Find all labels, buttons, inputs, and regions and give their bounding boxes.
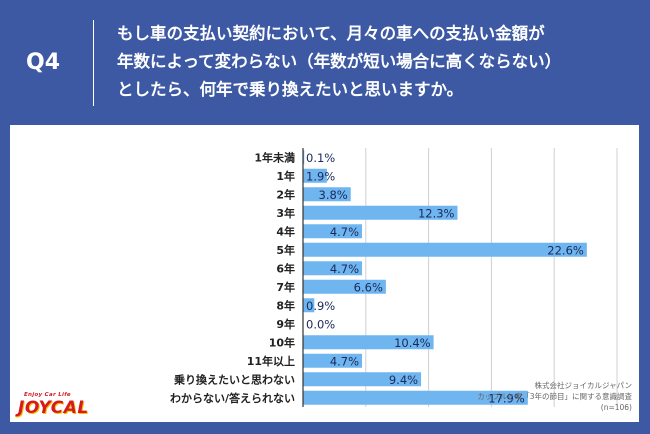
logo-wordmark: JOYCAL	[18, 398, 89, 418]
question-line-1: もし車の支払い契約において、月々の車への支払い金額が	[117, 24, 545, 43]
bar	[303, 242, 587, 257]
joycal-logo: Enjoy Car Life JOYCAL	[12, 392, 102, 418]
category-label: 9年	[276, 317, 295, 331]
logo-tagline: Enjoy Car Life	[24, 392, 71, 398]
header-divider	[93, 20, 94, 106]
value-label: 1.9%	[306, 169, 335, 183]
bar	[303, 298, 315, 313]
value-label: 10.4%	[394, 336, 431, 350]
bar	[303, 187, 351, 202]
question-line-2: 年数によって変わらない（年数が短い場合に高くならない）	[117, 52, 562, 71]
source-note: 株式会社ジョイカルジャパン カップルと車「3年の節目」に関する意識調査 (n=1…	[477, 380, 632, 413]
value-label: 0.9%	[306, 299, 335, 313]
category-label: 乗り換えたいと思わない	[174, 372, 295, 386]
value-label: 9.4%	[389, 373, 418, 387]
value-label: 17.9%	[488, 391, 525, 405]
category-label: わからない/答えられない	[170, 391, 295, 405]
value-label: 3.8%	[319, 188, 348, 202]
value-label: 4.7%	[330, 225, 359, 239]
question-number: Q4	[26, 50, 61, 75]
category-label: 3年	[276, 206, 295, 220]
bar	[303, 335, 434, 350]
bar	[303, 205, 458, 220]
category-label: 1年未満	[254, 150, 295, 164]
value-label: 0.0%	[306, 317, 335, 331]
source-sample-size: (n=106)	[600, 403, 632, 412]
bar	[303, 168, 327, 183]
value-label: 0.1%	[306, 151, 335, 165]
category-label: 1年	[276, 169, 295, 183]
question-line-3: としたら、何年で乗り換えたいと思いますか。	[117, 80, 464, 99]
category-label: 5年	[276, 243, 295, 257]
question-text: もし車の支払い契約において、月々の車への支払い金額が 年数によって変わらない（年…	[117, 20, 632, 104]
bar	[303, 353, 363, 368]
category-label: 11年以上	[247, 354, 295, 368]
value-label: 12.3%	[418, 206, 455, 220]
source-company: 株式会社ジョイカルジャパン	[534, 381, 633, 390]
bar	[303, 224, 363, 239]
value-label: 22.6%	[547, 243, 584, 257]
category-label: 8年	[276, 298, 295, 312]
category-label: 2年	[276, 187, 295, 201]
question-header: Q4 もし車の支払い契約において、月々の車への支払い金額が 年数によって変わらな…	[0, 0, 650, 125]
source-survey: カップルと車「3年の節目」に関する意識調査	[477, 392, 632, 401]
bar	[303, 390, 528, 405]
category-label: 7年	[276, 280, 295, 294]
category-label: 10年	[269, 335, 295, 349]
category-label: 4年	[276, 224, 295, 238]
bar	[303, 261, 363, 276]
bar	[303, 279, 386, 294]
bar	[303, 150, 305, 165]
value-label: 6.6%	[354, 280, 383, 294]
value-label: 4.7%	[330, 354, 359, 368]
bar	[303, 372, 422, 387]
category-label: 6年	[276, 261, 295, 275]
value-label: 4.7%	[330, 262, 359, 276]
